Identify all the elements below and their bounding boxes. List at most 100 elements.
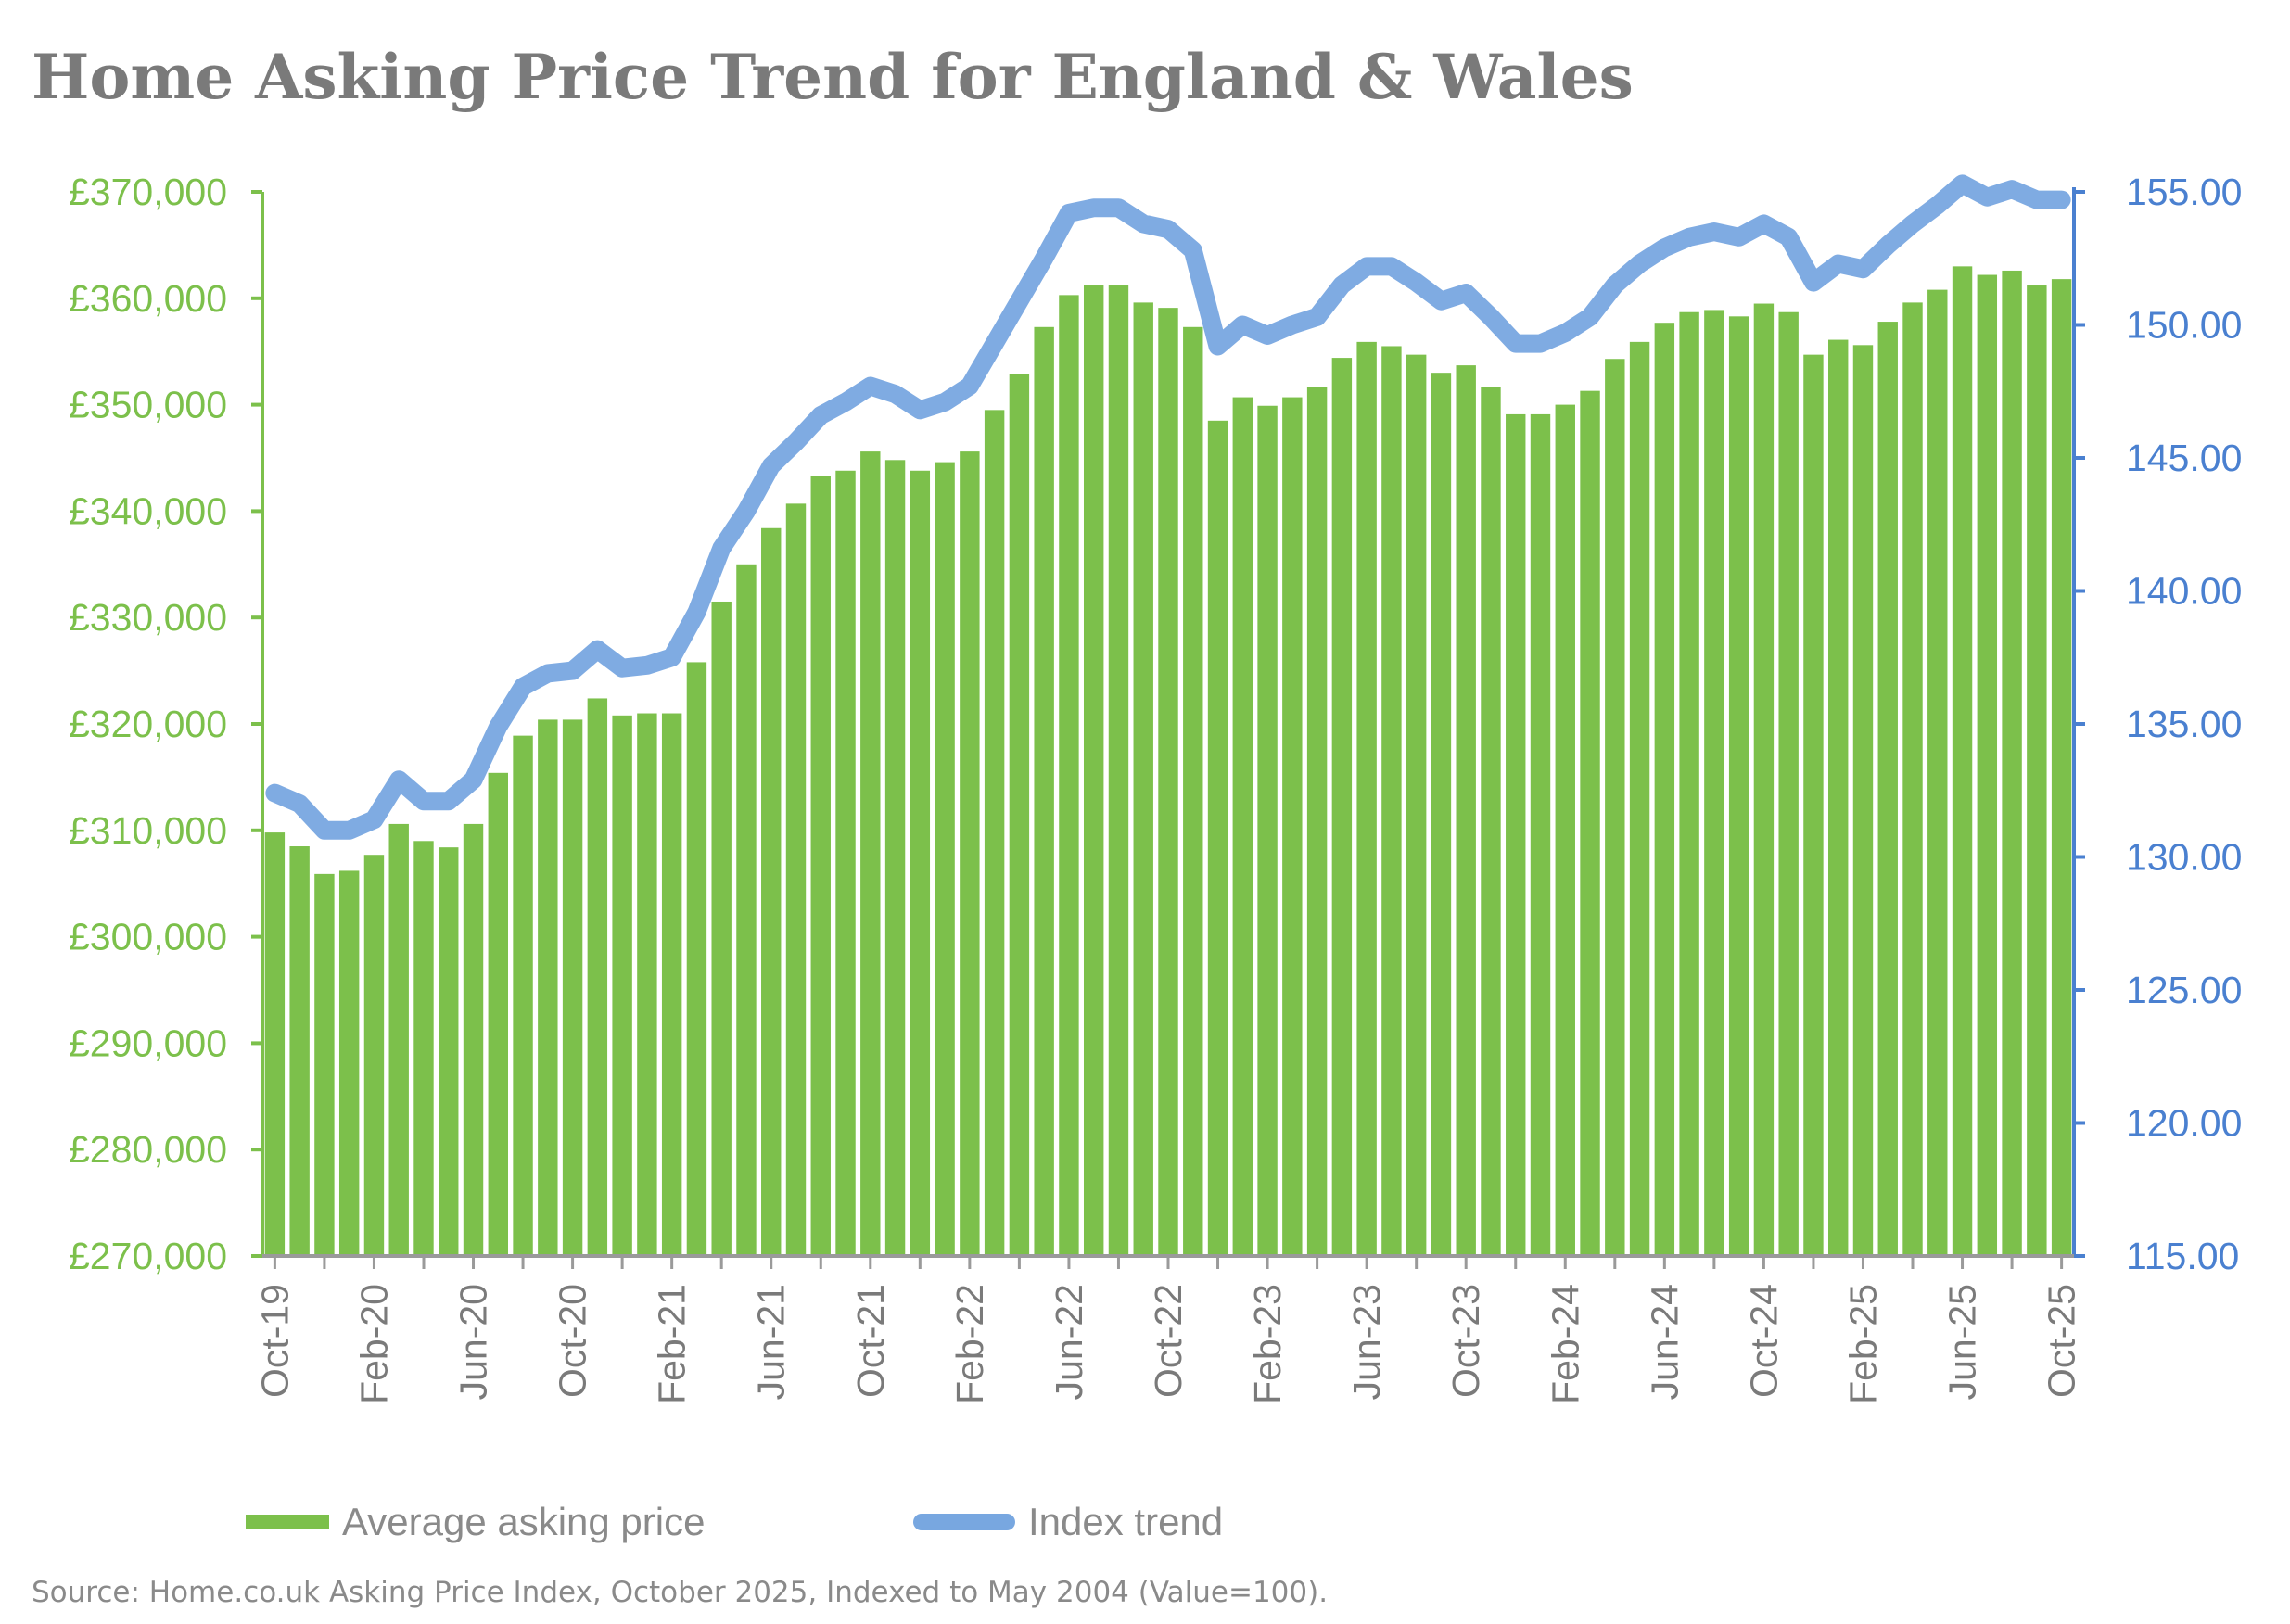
y-axis-right-ticks: 115.00 120.00 125.00 130.00 135.00 140.00 145.…	[2074, 171, 2242, 1277]
bar	[314, 873, 335, 1256]
bar	[1059, 295, 1079, 1257]
y-tick-label: £330,000	[69, 596, 227, 639]
x-tick-label: Jun-23	[1345, 1284, 1388, 1400]
bar	[538, 719, 558, 1256]
bar	[1927, 289, 1948, 1257]
bar	[1133, 302, 1153, 1257]
y-axis-left-ticks: £270,000 £280,000 £290,000 £300,000 £310,000…	[69, 171, 262, 1277]
bar	[463, 823, 484, 1256]
bar	[1506, 413, 1526, 1256]
bar	[661, 713, 682, 1256]
x-tick-label: Feb-22	[948, 1284, 991, 1404]
bar	[488, 772, 508, 1256]
y-tick-label: £320,000	[69, 703, 227, 745]
bar	[1381, 346, 1402, 1257]
y2-tick-label: 155.00	[2126, 171, 2242, 213]
bar	[1977, 274, 1998, 1257]
legend-label: Index trend	[1028, 1500, 1224, 1543]
x-tick-label: Feb-20	[352, 1284, 395, 1404]
y2-tick-label: 130.00	[2126, 836, 2242, 879]
bar	[1183, 326, 1203, 1256]
legend-swatch-line	[913, 1514, 1015, 1530]
bar	[1257, 405, 1278, 1256]
bar	[1877, 322, 1898, 1256]
chart-canvas: £270,000 £280,000 £290,000 £300,000 £310,000…	[69, 171, 2242, 1404]
y2-tick-label: 145.00	[2126, 437, 2242, 479]
y-tick-label: £310,000	[69, 809, 227, 852]
y-tick-label: £270,000	[69, 1235, 227, 1277]
bar	[984, 410, 1005, 1257]
bar	[686, 662, 707, 1256]
bar	[439, 847, 459, 1256]
y-tick-label: £370,000	[69, 171, 227, 213]
y2-tick-label: 125.00	[2126, 969, 2242, 1011]
bar	[835, 470, 856, 1256]
legend: Average asking price Index trend	[0, 1500, 2290, 1555]
bar	[1580, 390, 1600, 1256]
legend-swatch-bar	[246, 1515, 329, 1529]
bar	[960, 451, 980, 1256]
bar	[1704, 310, 1724, 1257]
chart-title: Home Asking Price Trend for England & Wa…	[32, 41, 1634, 113]
bar	[1654, 323, 1675, 1257]
bar	[1902, 302, 1923, 1257]
x-tick-label: Oct-19	[253, 1284, 296, 1398]
y2-tick-label: 150.00	[2126, 304, 2242, 347]
bar	[264, 832, 286, 1256]
bar	[637, 713, 657, 1256]
bar	[1803, 354, 1824, 1256]
x-tick-label: Jun-24	[1643, 1284, 1686, 1400]
bar	[513, 735, 533, 1256]
bar	[884, 460, 906, 1256]
bar	[711, 601, 732, 1256]
bar	[1232, 397, 1253, 1257]
bar	[1481, 387, 1501, 1257]
bar	[2002, 270, 2022, 1256]
bar	[1158, 308, 1178, 1257]
x-tick-label: Oct-25	[2041, 1284, 2083, 1398]
y-tick-label: £360,000	[69, 277, 227, 320]
x-axis-ticks: Oct-19 Feb-20 Jun-20 Oct-20 Feb-21 Jun-21 Oct-…	[253, 1256, 2083, 1404]
legend-label: Average asking price	[342, 1500, 706, 1543]
bar	[1952, 266, 1973, 1256]
x-tick-label: Jun-21	[750, 1284, 793, 1400]
bar	[785, 503, 807, 1256]
x-tick-label: Oct-22	[1147, 1284, 1190, 1398]
bar	[1555, 404, 1575, 1257]
bar-series	[264, 266, 2072, 1257]
x-tick-label: Oct-21	[849, 1284, 892, 1398]
x-tick-label: Feb-21	[651, 1284, 693, 1404]
x-tick-label: Jun-20	[452, 1284, 495, 1400]
bar	[1282, 397, 1303, 1257]
bar	[1456, 365, 1476, 1256]
bar	[761, 527, 782, 1256]
bar	[388, 823, 409, 1256]
bar	[1629, 341, 1650, 1256]
y-tick-label: £350,000	[69, 384, 227, 426]
y-tick-label: £300,000	[69, 916, 227, 958]
bar	[1753, 303, 1775, 1256]
x-tick-label: Feb-23	[1246, 1284, 1289, 1404]
x-tick-label: Jun-22	[1048, 1284, 1090, 1400]
bar	[562, 719, 583, 1256]
bar	[289, 846, 310, 1256]
bar	[1207, 420, 1228, 1256]
bar	[1009, 374, 1030, 1257]
bar	[1828, 339, 1849, 1256]
bar	[736, 564, 757, 1256]
legend-item-average-asking-price: Average asking price	[246, 1500, 705, 1544]
x-tick-label: Oct-20	[552, 1284, 594, 1398]
bar	[1331, 358, 1353, 1256]
x-tick-label: Oct-23	[1444, 1284, 1487, 1398]
line-series	[265, 174, 2071, 840]
y-tick-label: £290,000	[69, 1021, 227, 1064]
bar	[1306, 387, 1328, 1257]
bar	[1852, 345, 1874, 1256]
source-note: Source: Home.co.uk Asking Price Index, O…	[32, 1576, 1329, 1609]
bar	[810, 476, 831, 1256]
x-tick-label: Oct-24	[1742, 1284, 1785, 1398]
bar	[587, 698, 608, 1256]
y2-tick-label: 135.00	[2126, 703, 2242, 745]
bar	[363, 855, 385, 1256]
y-tick-label: £280,000	[69, 1128, 227, 1171]
